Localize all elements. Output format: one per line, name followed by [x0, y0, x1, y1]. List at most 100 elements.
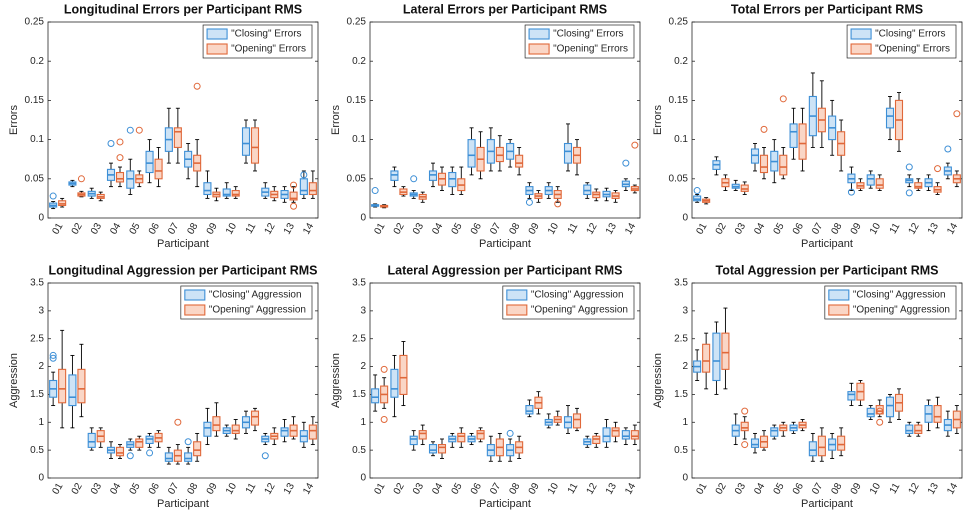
- x-tick-label: 14: [945, 221, 960, 237]
- outlier: [135, 126, 143, 134]
- y-tick-label: 0: [682, 473, 688, 484]
- outlier: [116, 138, 124, 146]
- y-tick-label: 0.5: [30, 445, 44, 456]
- y-tick-label: 3: [360, 305, 366, 316]
- y-tick-label: 0.5: [352, 445, 366, 456]
- x-tick-label: 06: [469, 221, 484, 237]
- x-tick-label: 14: [623, 221, 638, 237]
- outlier: [300, 171, 308, 179]
- x-axis-label: Participant: [801, 238, 853, 250]
- box: [115, 446, 125, 457]
- y-tick-label: 1.5: [674, 389, 688, 400]
- box: [145, 150, 154, 174]
- y-tick-label: 3.5: [674, 278, 688, 289]
- box: [611, 427, 620, 437]
- x-tick-label: 05: [128, 221, 143, 237]
- box: [184, 452, 193, 462]
- legend-swatch: [184, 289, 206, 301]
- box: [154, 158, 163, 180]
- x-tick-label: 07: [810, 481, 825, 497]
- x-tick-label: 12: [263, 221, 278, 237]
- y-tick-label: 0.1: [30, 134, 44, 145]
- legend-label: "Opening" Aggression: [531, 305, 628, 316]
- x-tick-label: 14: [301, 221, 316, 237]
- x-tick-label: 02: [392, 481, 407, 497]
- x-tick-label: 11: [888, 481, 903, 496]
- y-tick-label: 0.05: [25, 173, 45, 184]
- x-tick-label: 04: [752, 481, 767, 497]
- x-tick-label: 10: [546, 221, 561, 237]
- box: [914, 424, 923, 434]
- outlier: [380, 416, 388, 423]
- legend-label: "Closing" Aggression: [853, 290, 946, 301]
- legend-label: "Opening" Aggression: [853, 305, 950, 316]
- x-tick-label: 12: [907, 221, 922, 237]
- outlier: [261, 452, 269, 460]
- outlier: [905, 189, 913, 197]
- box: [525, 405, 534, 415]
- x-tick-label: 01: [50, 481, 65, 497]
- y-tick-label: 1: [38, 417, 44, 428]
- box: [866, 407, 875, 418]
- axes-frame: [47, 282, 319, 479]
- box: [203, 182, 212, 196]
- x-tick-label: 14: [623, 481, 638, 497]
- x-tick-label: 13: [282, 481, 297, 497]
- box: [563, 142, 573, 164]
- x-tick-label: 02: [714, 481, 729, 497]
- x-tick-label: 10: [224, 481, 239, 497]
- x-tick-label: 09: [205, 221, 220, 237]
- y-tick-label: 3: [38, 305, 44, 316]
- outlier: [741, 441, 749, 449]
- y-tick-label: 2.5: [674, 333, 688, 344]
- outlier: [107, 140, 115, 148]
- outlier: [410, 175, 418, 183]
- chart-title: Total Aggression per Participant RMS: [716, 263, 939, 277]
- x-tick-label: 02: [714, 221, 729, 237]
- outlier: [49, 192, 57, 200]
- legend-swatch: [828, 304, 850, 316]
- box: [515, 154, 524, 168]
- y-tick-label: 0.15: [669, 95, 689, 106]
- legend: "Closing" Aggression "Opening" Aggression: [502, 285, 635, 320]
- box: [222, 188, 231, 197]
- box: [750, 438, 760, 448]
- axes-frame: [369, 21, 641, 219]
- x-tick-label: 10: [868, 221, 883, 237]
- y-tick-label: 0.2: [352, 56, 366, 67]
- box: [789, 123, 798, 148]
- outlier: [193, 82, 201, 90]
- x-tick-label: 04: [430, 221, 445, 237]
- y-tick-label: 0.15: [347, 95, 367, 106]
- x-tick-label: 11: [566, 481, 581, 496]
- x-tick-label: 01: [50, 221, 65, 237]
- box: [467, 139, 476, 168]
- box: [68, 374, 77, 407]
- y-tick-label: 1: [682, 417, 688, 428]
- box: [409, 435, 418, 446]
- legend-swatch: [206, 43, 228, 55]
- legend-label: "Closing" Errors: [553, 29, 623, 40]
- x-tick-label: 12: [907, 481, 922, 497]
- y-tick-label: 0: [360, 213, 366, 224]
- box: [779, 154, 788, 176]
- y-tick-label: 0.1: [674, 134, 688, 145]
- x-tick-label: 06: [791, 481, 806, 497]
- y-tick-label: 0: [38, 213, 44, 224]
- legend-swatch: [184, 304, 206, 316]
- legend-swatch: [850, 43, 872, 55]
- y-axis-label: Aggression: [652, 353, 664, 408]
- box: [390, 368, 399, 398]
- x-tick-label: 09: [527, 221, 542, 237]
- box: [476, 430, 485, 440]
- x-tick-label: 02: [392, 221, 407, 237]
- legend-swatch: [850, 28, 872, 40]
- box: [885, 396, 895, 418]
- box: [289, 191, 298, 201]
- x-tick-label: 09: [205, 481, 220, 497]
- box: [299, 178, 308, 196]
- x-tick-label: 07: [166, 481, 181, 497]
- box: [250, 127, 260, 164]
- y-tick-label: 0.2: [30, 56, 44, 67]
- y-tick-label: 3.5: [30, 278, 44, 289]
